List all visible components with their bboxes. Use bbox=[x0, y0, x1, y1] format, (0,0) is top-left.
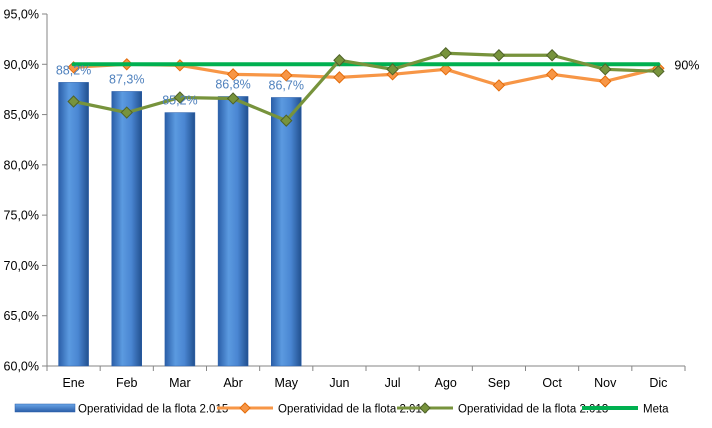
bar-data-label: 86,7% bbox=[269, 78, 304, 92]
data-point bbox=[599, 63, 612, 76]
y-axis: 60,0% 65,0% 70,0% 75,0% 80,0% 85,0% 90,0% 95,0% bbox=[4, 8, 48, 374]
x-tick-label: Oct bbox=[542, 376, 562, 390]
legend-label: Meta bbox=[643, 404, 669, 416]
x-tick-label: Sep bbox=[488, 376, 510, 390]
data-point bbox=[652, 65, 665, 78]
data-point bbox=[173, 91, 187, 104]
data-point bbox=[280, 69, 293, 82]
y-tick-label: 80,0% bbox=[4, 158, 39, 172]
data-point bbox=[120, 106, 133, 119]
bar-data-labels: 88,2% 87,3% 85,2% 86,8% 86,7% bbox=[56, 63, 304, 107]
series-line bbox=[71, 51, 661, 123]
data-point bbox=[226, 68, 240, 81]
bar bbox=[58, 82, 89, 367]
bar bbox=[217, 96, 249, 367]
legend-item: Operatividad de la flota 2.013 bbox=[397, 402, 608, 416]
data-point bbox=[599, 75, 612, 88]
y-tick-label: 70,0% bbox=[4, 259, 39, 273]
bar-data-label: 88,2% bbox=[56, 63, 91, 77]
y-tick-label: 85,0% bbox=[4, 108, 39, 122]
bar bbox=[271, 97, 302, 367]
x-tick-label: Nov bbox=[594, 376, 617, 390]
data-point bbox=[545, 68, 559, 81]
y-tick-label: 65,0% bbox=[4, 309, 39, 323]
series-line bbox=[71, 62, 661, 88]
legend-item: Operatividad de la flota 2.014 bbox=[217, 402, 429, 416]
y-tick-label: 60,0% bbox=[4, 360, 39, 374]
x-tick-label: Ago bbox=[435, 376, 457, 390]
y-tick-label: 75,0% bbox=[4, 209, 39, 223]
legend-label: Operatividad de la flota 2.014 bbox=[278, 404, 429, 416]
line-series-2 bbox=[67, 47, 665, 127]
legend: Operatividad de la flota 2.015 Operativid… bbox=[14, 402, 669, 416]
legend-marker bbox=[419, 402, 431, 414]
legend-swatch bbox=[14, 403, 76, 413]
legend-item: Operatividad de la flota 2.015 bbox=[14, 403, 228, 416]
data-point bbox=[67, 95, 80, 108]
data-point bbox=[333, 71, 346, 84]
data-point bbox=[439, 63, 452, 76]
x-tick-label: Jun bbox=[329, 376, 349, 390]
meta-end-label: 90% bbox=[674, 58, 699, 72]
x-tick-label: Dic bbox=[649, 376, 667, 390]
legend-label: Operatividad de la flota 2.013 bbox=[458, 404, 608, 416]
bar-data-label: 87,3% bbox=[109, 72, 144, 86]
x-tick-label: Abr bbox=[223, 376, 242, 390]
x-axis: Ene Feb Mar Abr May Jun Jul Ago Sep Oct Nov Dic bbox=[46, 365, 686, 390]
data-point bbox=[333, 54, 346, 67]
x-tick-label: Mar bbox=[169, 376, 191, 390]
x-tick-label: May bbox=[274, 376, 298, 390]
y-tick-label: 95,0% bbox=[4, 8, 39, 22]
bar bbox=[164, 112, 196, 367]
data-point bbox=[492, 79, 506, 92]
data-point bbox=[280, 114, 293, 127]
data-point bbox=[492, 49, 506, 62]
bar-data-label: 85,2% bbox=[162, 94, 197, 108]
bar-data-label: 86,8% bbox=[215, 77, 250, 91]
x-tick-label: Feb bbox=[116, 376, 138, 390]
legend-marker bbox=[239, 402, 251, 414]
legend-label: Operatividad de la flota 2.015 bbox=[78, 404, 228, 416]
data-point bbox=[386, 63, 399, 76]
data-point bbox=[439, 47, 452, 60]
bar bbox=[111, 91, 142, 367]
bar-series bbox=[58, 82, 302, 367]
x-tick-label: Ene bbox=[62, 376, 84, 390]
x-tick-label: Jul bbox=[385, 376, 401, 390]
data-point bbox=[545, 49, 559, 62]
data-point bbox=[226, 92, 240, 105]
legend-item: Meta bbox=[582, 404, 669, 416]
y-tick-label: 90,0% bbox=[4, 58, 39, 72]
